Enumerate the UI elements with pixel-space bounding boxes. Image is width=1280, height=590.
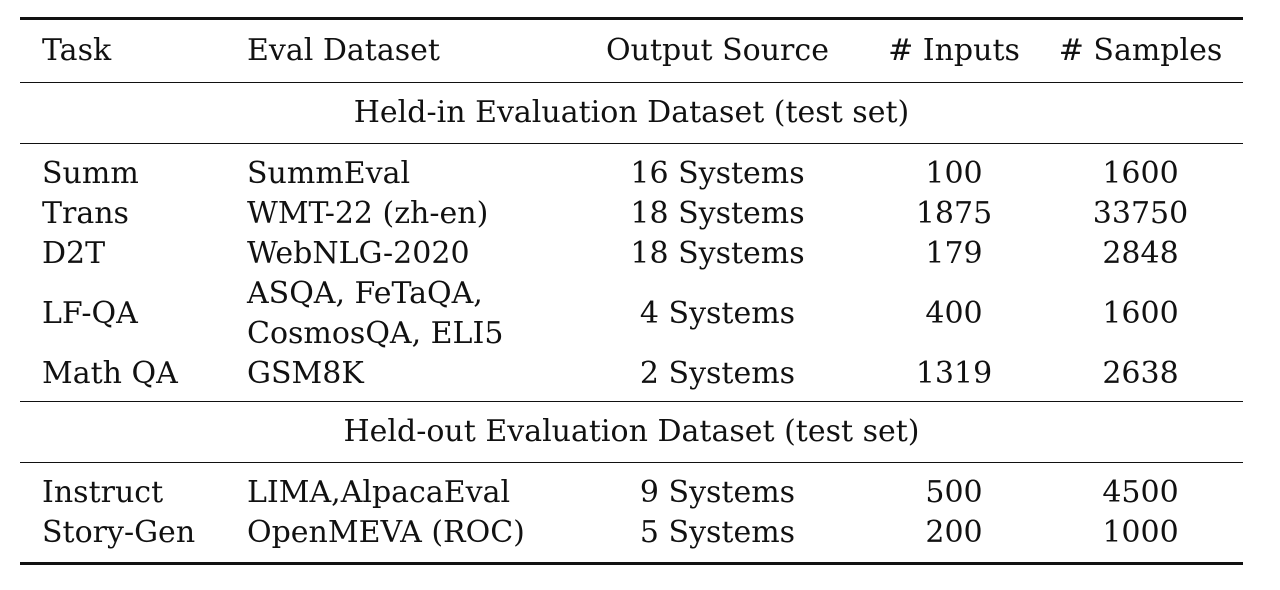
cell-samples: 1000 [1038, 513, 1243, 565]
cell-output-source: 16 Systems [630, 156, 805, 191]
cell-samples: 1600 [1102, 296, 1179, 331]
cell-dataset: OpenMEVA (ROC) [225, 513, 565, 565]
cell-task: D2T [42, 236, 106, 271]
header-output-source: Output Source [565, 17, 870, 83]
results-table-container: Task Eval Dataset Output Source # Inputs… [20, 17, 1243, 565]
table-row: Math QA GSM8K 2 Systems 1319 2638 [20, 354, 1243, 402]
cell-samples: 2638 [1102, 356, 1179, 391]
cell-inputs: 500 [925, 475, 983, 510]
table-row: Story-Gen OpenMEVA (ROC) 5 Systems 200 1… [20, 513, 1243, 565]
cell-task: Trans [42, 196, 129, 231]
table-row: LF-QA ASQA, FeTaQA, CosmosQA, ELI5 4 Sys… [20, 274, 1243, 354]
cell-samples: 1600 [1102, 156, 1179, 191]
cell-output-source: 18 Systems [630, 196, 805, 231]
table-row: Instruct LIMA,AlpacaEval 9 Systems 500 4… [20, 463, 1243, 514]
header-samples: # Samples [1038, 17, 1243, 83]
cell-dataset: WebNLG-2020 [247, 236, 470, 271]
cell-dataset-line: ASQA, FeTaQA, [247, 276, 483, 311]
cell-output-source: 2 Systems [639, 356, 796, 391]
eval-datasets-table: Task Eval Dataset Output Source # Inputs… [20, 17, 1243, 565]
header-row: Task Eval Dataset Output Source # Inputs… [20, 17, 1243, 83]
cell-samples: 4500 [1102, 475, 1179, 510]
cell-task: Instruct [42, 475, 164, 510]
cell-inputs: 179 [925, 236, 983, 271]
cell-dataset: ASQA, FeTaQA, CosmosQA, ELI5 [225, 274, 565, 354]
header-task: Task [20, 17, 225, 83]
cell-output-source: 18 Systems [630, 236, 805, 271]
cell-output-source: 4 Systems [639, 296, 796, 331]
header-eval-dataset: Eval Dataset [225, 17, 565, 83]
cell-inputs: 1875 [915, 196, 993, 231]
cell-inputs: 200 [870, 513, 1038, 565]
cell-dataset-line: CosmosQA, ELI5 [247, 316, 504, 351]
table-row: Summ SummEval 16 Systems 100 1600 [20, 144, 1243, 195]
cell-output-source: 5 Systems [565, 513, 870, 565]
section-heading-row: Held-in Evaluation Dataset (test set) [20, 82, 1243, 144]
cell-samples: 33750 [1092, 196, 1189, 231]
cell-dataset: LIMA,AlpacaEval [247, 475, 511, 510]
table-row: Trans WMT-22 (zh-en) 18 Systems 1875 337… [20, 194, 1243, 234]
table-row: D2T WebNLG-2020 18 Systems 179 2848 [20, 234, 1243, 274]
header-inputs: # Inputs [870, 17, 1038, 83]
cell-dataset: SummEval [247, 156, 411, 191]
cell-inputs: 100 [925, 156, 983, 191]
section-title-held-in: Held-in Evaluation Dataset (test set) [20, 82, 1243, 144]
cell-dataset: WMT-22 (zh-en) [247, 196, 489, 231]
cell-dataset: GSM8K [247, 356, 364, 391]
cell-inputs: 1319 [915, 356, 993, 391]
cell-task: Story-Gen [20, 513, 225, 565]
cell-samples: 2848 [1102, 236, 1179, 271]
cell-task: LF-QA [42, 296, 138, 331]
section-heading-row: Held-out Evaluation Dataset (test set) [20, 401, 1243, 463]
cell-inputs: 400 [925, 296, 983, 331]
cell-output-source: 9 Systems [639, 475, 796, 510]
section-title-held-out: Held-out Evaluation Dataset (test set) [20, 401, 1243, 463]
cell-task: Summ [42, 156, 139, 191]
cell-task: Math QA [42, 356, 178, 391]
